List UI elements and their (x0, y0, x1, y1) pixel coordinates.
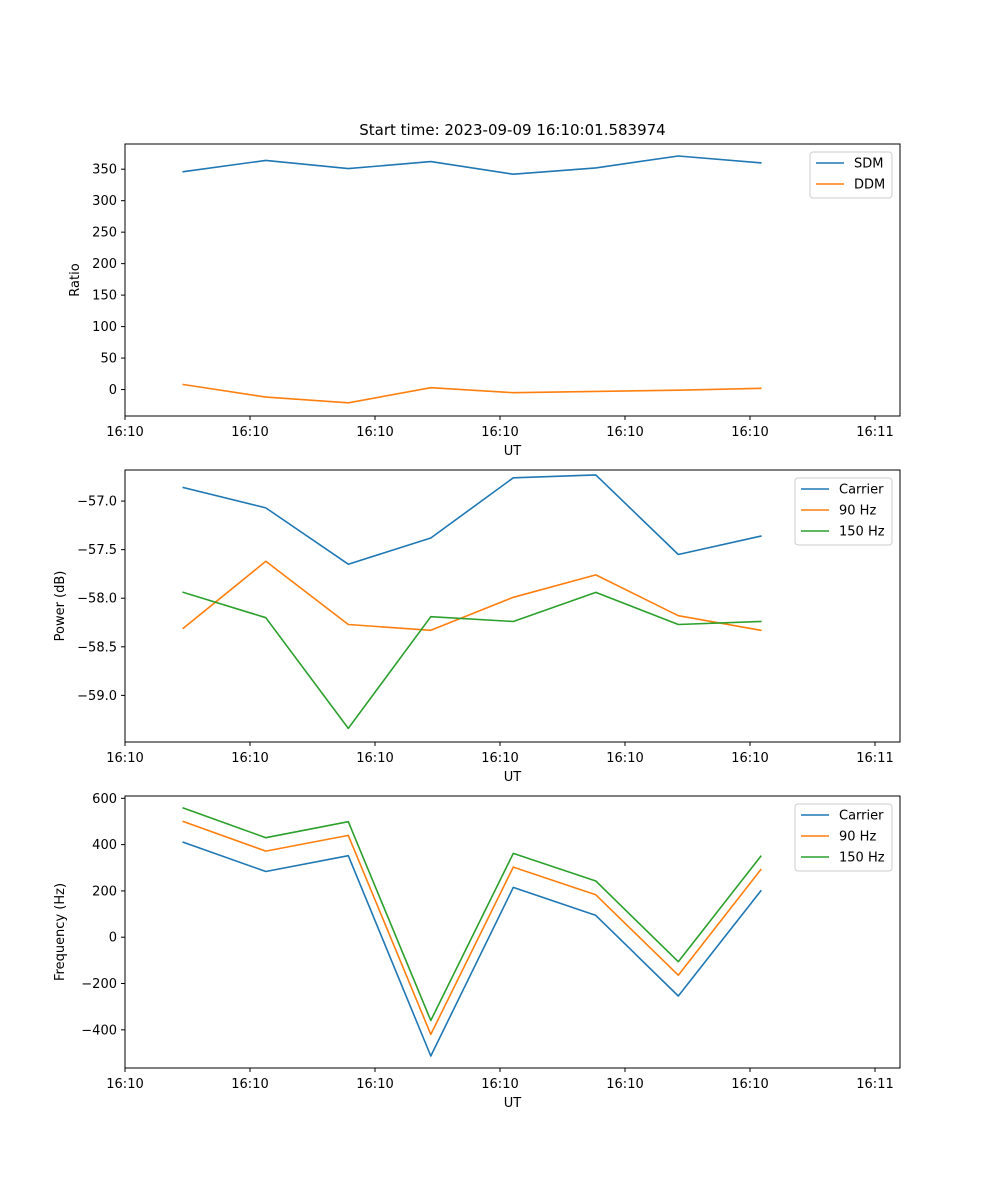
y-tick-label: 0 (109, 383, 117, 398)
x-tick-label: 16:10 (606, 425, 643, 440)
x-tick-label: 16:10 (356, 1077, 393, 1092)
series-line-ddm (182, 383, 762, 404)
y-tick-label: −57.5 (77, 543, 117, 558)
y-tick-label: 200 (92, 884, 117, 899)
x-tick-label: 16:10 (231, 425, 268, 440)
y-tick-label: 200 (92, 257, 117, 272)
legend-label: SDM (854, 157, 883, 172)
legend-label: Carrier (839, 809, 884, 824)
x-tick-label: 16:11 (856, 1077, 893, 1092)
chart-panel-2: 16:10 16:10 16:10 16:10 16:10 16:10 16:11 −57.0… (53, 469, 901, 785)
y-tick-label: 300 (92, 194, 117, 209)
x-tick-label: 16:10 (106, 425, 143, 440)
axes-frame (124, 795, 901, 1069)
series-line-carrier (182, 841, 762, 1057)
x-axis-label: UT (504, 770, 522, 785)
x-tick-label: 16:10 (481, 1077, 518, 1092)
legend-box (794, 803, 893, 872)
legend: Carrier 90 Hz 150 Hz (794, 803, 893, 872)
y-tick-label: 0 (109, 931, 117, 946)
y-tick-label: 600 (92, 792, 117, 807)
legend-box (794, 477, 893, 546)
x-tick-label: 16:10 (106, 751, 143, 766)
legend-label: 150 Hz (839, 851, 885, 866)
legend-label: DDM (854, 178, 885, 193)
series-line-90-hz (182, 820, 762, 1036)
y-axis-label: Power (dB) (53, 571, 68, 642)
y-tick-label: −57.0 (77, 495, 117, 510)
series-line-carrier (182, 474, 762, 566)
x-tick-label: 16:10 (481, 751, 518, 766)
axes-frame (124, 143, 901, 417)
x-tick-label: 16:10 (231, 751, 268, 766)
x-tick-label: 16:10 (731, 425, 768, 440)
series-line-90-hz (182, 560, 762, 632)
axes-frame (124, 469, 901, 743)
chart-title: Start time: 2023-09-09 16:10:01.583974 (359, 121, 665, 139)
x-tick-label: 16:10 (731, 751, 768, 766)
x-axis-label: UT (504, 1096, 522, 1111)
x-tick-label: 16:10 (606, 1077, 643, 1092)
legend-label: 90 Hz (839, 504, 876, 519)
x-tick-label: 16:10 (356, 425, 393, 440)
x-tick-label: 16:10 (731, 1077, 768, 1092)
x-axis-label: UT (504, 444, 522, 459)
y-tick-label: 100 (92, 320, 117, 335)
y-tick-label: −400 (81, 1023, 117, 1038)
legend: SDM DDM (809, 151, 893, 199)
series-line-sdm (182, 155, 762, 175)
y-tick-label: 50 (100, 352, 117, 367)
y-tick-label: 250 (92, 226, 117, 241)
series-line-150-hz (182, 806, 762, 1022)
x-tick-label: 16:11 (856, 751, 893, 766)
chart-panel-1: 16:10 16:10 16:10 16:10 16:10 16:10 16:11 0 50 10… (68, 121, 901, 459)
y-tick-label: −58.5 (77, 640, 117, 655)
y-axis-label: Frequency (Hz) (53, 883, 68, 981)
x-tick-label: 16:10 (231, 1077, 268, 1092)
legend-label: 90 Hz (839, 830, 876, 845)
legend-label: 150 Hz (839, 525, 885, 540)
x-tick-label: 16:10 (481, 425, 518, 440)
x-tick-label: 16:11 (856, 425, 893, 440)
x-tick-label: 16:10 (106, 1077, 143, 1092)
legend: Carrier 90 Hz 150 Hz (794, 477, 893, 546)
x-tick-label: 16:10 (356, 751, 393, 766)
y-tick-label: −59.0 (77, 689, 117, 704)
y-tick-label: 400 (92, 838, 117, 853)
x-tick-label: 16:10 (606, 751, 643, 766)
y-tick-label: 150 (92, 289, 117, 304)
y-tick-label: −200 (81, 977, 117, 992)
y-axis-label: Ratio (68, 263, 83, 296)
y-tick-label: 350 (92, 163, 117, 178)
chart-panel-3: 16:10 16:10 16:10 16:10 16:10 16:10 16:11 −400 −… (53, 792, 901, 1111)
legend-label: Carrier (839, 483, 884, 498)
y-tick-label: −58.0 (77, 592, 117, 607)
series-line-150-hz (182, 591, 762, 730)
